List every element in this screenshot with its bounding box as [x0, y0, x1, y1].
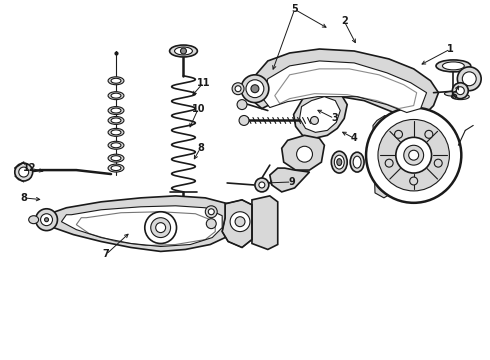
- Polygon shape: [61, 206, 222, 247]
- Circle shape: [378, 120, 449, 191]
- Text: 1: 1: [447, 44, 454, 54]
- Ellipse shape: [108, 141, 124, 149]
- Circle shape: [251, 85, 259, 93]
- Circle shape: [205, 206, 217, 218]
- Ellipse shape: [111, 118, 121, 123]
- Circle shape: [36, 209, 57, 231]
- Ellipse shape: [108, 129, 124, 136]
- Circle shape: [241, 75, 269, 103]
- Circle shape: [180, 48, 187, 54]
- Ellipse shape: [108, 154, 124, 162]
- Ellipse shape: [108, 164, 124, 172]
- Ellipse shape: [29, 216, 39, 224]
- Text: 5: 5: [291, 4, 298, 14]
- Circle shape: [237, 100, 247, 109]
- Circle shape: [232, 83, 244, 95]
- Ellipse shape: [111, 143, 121, 148]
- Polygon shape: [299, 96, 340, 132]
- Circle shape: [462, 72, 476, 86]
- Polygon shape: [263, 61, 427, 113]
- Circle shape: [230, 212, 250, 231]
- Ellipse shape: [111, 108, 121, 113]
- Circle shape: [239, 116, 249, 125]
- Circle shape: [156, 223, 166, 233]
- Circle shape: [404, 145, 424, 165]
- Ellipse shape: [436, 60, 471, 72]
- Circle shape: [259, 182, 265, 188]
- Text: 11: 11: [196, 78, 210, 88]
- Polygon shape: [373, 116, 389, 198]
- Text: 12: 12: [23, 163, 36, 173]
- Circle shape: [425, 130, 433, 138]
- Ellipse shape: [350, 152, 364, 172]
- Text: 7: 7: [103, 249, 109, 260]
- Circle shape: [311, 117, 319, 125]
- Ellipse shape: [334, 155, 344, 169]
- Circle shape: [296, 146, 313, 162]
- Polygon shape: [270, 168, 310, 192]
- Ellipse shape: [108, 107, 124, 114]
- Polygon shape: [252, 196, 278, 249]
- Ellipse shape: [111, 156, 121, 161]
- Circle shape: [366, 108, 461, 203]
- Ellipse shape: [111, 93, 121, 98]
- Text: 8: 8: [197, 143, 204, 153]
- Text: 6: 6: [450, 91, 457, 101]
- Circle shape: [457, 67, 481, 91]
- Text: 4: 4: [351, 133, 358, 143]
- Circle shape: [385, 159, 393, 167]
- Polygon shape: [252, 49, 439, 118]
- Ellipse shape: [108, 77, 124, 85]
- Circle shape: [206, 219, 216, 229]
- Ellipse shape: [111, 166, 121, 171]
- Circle shape: [208, 209, 214, 215]
- Circle shape: [255, 178, 269, 192]
- Circle shape: [45, 218, 49, 222]
- Ellipse shape: [108, 92, 124, 100]
- Text: 10: 10: [192, 104, 205, 113]
- Circle shape: [409, 150, 418, 160]
- Circle shape: [396, 137, 432, 173]
- Polygon shape: [44, 196, 238, 251]
- Polygon shape: [294, 89, 347, 138]
- Circle shape: [15, 163, 33, 181]
- Circle shape: [41, 214, 52, 226]
- Text: 3: 3: [331, 113, 338, 123]
- Circle shape: [145, 212, 176, 243]
- Text: 2: 2: [341, 16, 347, 26]
- Circle shape: [394, 130, 402, 138]
- Circle shape: [456, 87, 465, 95]
- Circle shape: [19, 167, 29, 177]
- Text: 8: 8: [20, 193, 27, 203]
- Polygon shape: [282, 135, 324, 170]
- Ellipse shape: [170, 45, 197, 57]
- Ellipse shape: [108, 117, 124, 125]
- Circle shape: [434, 159, 442, 167]
- Circle shape: [246, 80, 264, 98]
- Circle shape: [235, 217, 245, 227]
- Text: 9: 9: [288, 177, 295, 187]
- Ellipse shape: [442, 62, 465, 70]
- Circle shape: [235, 86, 241, 92]
- Ellipse shape: [174, 47, 193, 55]
- Ellipse shape: [353, 156, 361, 168]
- Polygon shape: [173, 200, 194, 230]
- Polygon shape: [222, 200, 252, 247]
- Circle shape: [151, 218, 171, 238]
- Ellipse shape: [451, 94, 469, 100]
- Ellipse shape: [444, 91, 462, 96]
- Ellipse shape: [331, 151, 347, 173]
- Circle shape: [410, 177, 417, 185]
- Ellipse shape: [111, 130, 121, 135]
- Ellipse shape: [337, 159, 342, 166]
- Circle shape: [452, 83, 468, 99]
- Ellipse shape: [111, 78, 121, 83]
